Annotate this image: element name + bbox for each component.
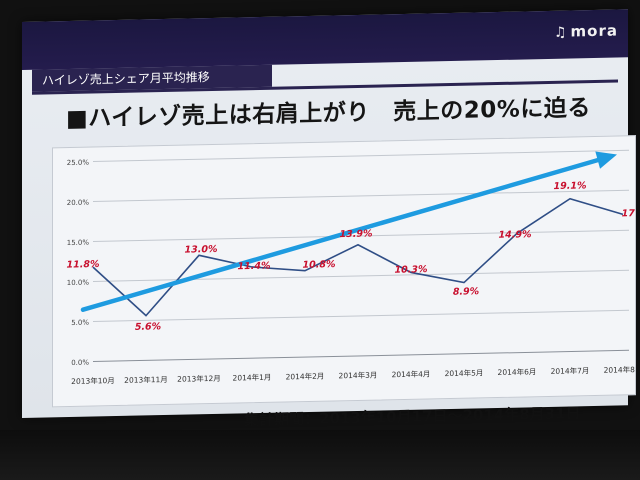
data-label: 17%	[622, 208, 635, 219]
music-note-icon: ♫	[553, 24, 568, 41]
grid-line	[93, 229, 629, 243]
y-tick-label: 0.0%	[71, 359, 89, 367]
x-tick-label: 2013年11月	[124, 374, 168, 385]
grid-line	[93, 189, 629, 203]
x-tick-label: 2013年12月	[177, 373, 221, 384]
x-tick-label: 2014年5月	[445, 367, 484, 378]
y-tick-label: 10.0%	[67, 279, 90, 287]
y-tick-label: 20.0%	[67, 199, 90, 207]
data-label: 5.6%	[135, 321, 161, 333]
trend-arrow-shaft	[80, 157, 600, 312]
sales-share-chart: 0.0%5.0%10.0%15.0%20.0%25.0% 2013年10月 201…	[67, 149, 635, 386]
x-tick-label: 2014年6月	[498, 366, 537, 377]
slide: ♫ mora ハイレゾ売上シェア月平均推移 ■ハイレゾ売上は右肩上がり 売上の20…	[22, 9, 636, 429]
series-line	[92, 197, 624, 317]
grid-line	[93, 349, 629, 363]
x-tick-label: 2014年4月	[392, 368, 431, 379]
data-label: 10.8%	[303, 259, 336, 271]
data-label: 11.8%	[67, 259, 100, 271]
trend-arrow	[80, 151, 617, 312]
data-label: 13.0%	[185, 244, 218, 256]
headline: ■ハイレゾ売上は右肩上がり 売上の20%に迫る	[66, 95, 591, 133]
x-tick-label: 2013年10月	[71, 375, 115, 386]
series-line-path	[92, 197, 624, 317]
trend-arrow-head	[595, 151, 617, 169]
data-label: 8.9%	[453, 286, 479, 298]
data-label: 19.1%	[554, 180, 587, 192]
y-tick-label: 15.0%	[67, 239, 90, 247]
x-tick-label: 2014年3月	[339, 370, 378, 381]
data-label: 14.9%	[499, 229, 532, 241]
data-label: 13.9%	[340, 228, 373, 240]
brand-name: mora	[570, 21, 618, 41]
x-tick-label: 2014年2月	[286, 371, 325, 382]
y-axis-ticks: 0.0% 5.0% 10.0% 15.0% 20.0% 25.0%	[67, 159, 90, 367]
floor	[0, 430, 640, 480]
x-tick-label: 2014年1月	[233, 372, 272, 383]
period-footnote: 集計期間：2013年10月17日～2014年8月31日	[244, 404, 581, 430]
data-label: 10.3%	[395, 264, 428, 276]
x-tick-label: 2014年8月	[604, 364, 635, 375]
data-label: 11.4%	[238, 261, 271, 273]
grid-line	[93, 149, 629, 163]
grid-line	[93, 309, 629, 323]
brand-logo: ♫ mora	[554, 22, 618, 41]
top-bar: ♫ mora	[22, 9, 628, 70]
data-labels: 11.8% 5.6% 13.0% 11.4% 10.8% 13.9% 10.3% 8.9% 14…	[67, 180, 635, 333]
y-tick-label: 25.0%	[67, 159, 90, 167]
x-axis-ticks: 2013年10月 2013年11月 2013年12月 2014年1月 2014年2月 20…	[71, 364, 635, 386]
y-tick-label: 5.0%	[71, 319, 89, 327]
x-tick-label: 2014年7月	[551, 365, 590, 376]
chart-panel: 0.0% 5.0% 10.0% 15.0% 20.0% 25.0% 2013年10月 201…	[52, 135, 636, 408]
grid-lines	[93, 149, 629, 363]
grid-line	[93, 269, 629, 283]
